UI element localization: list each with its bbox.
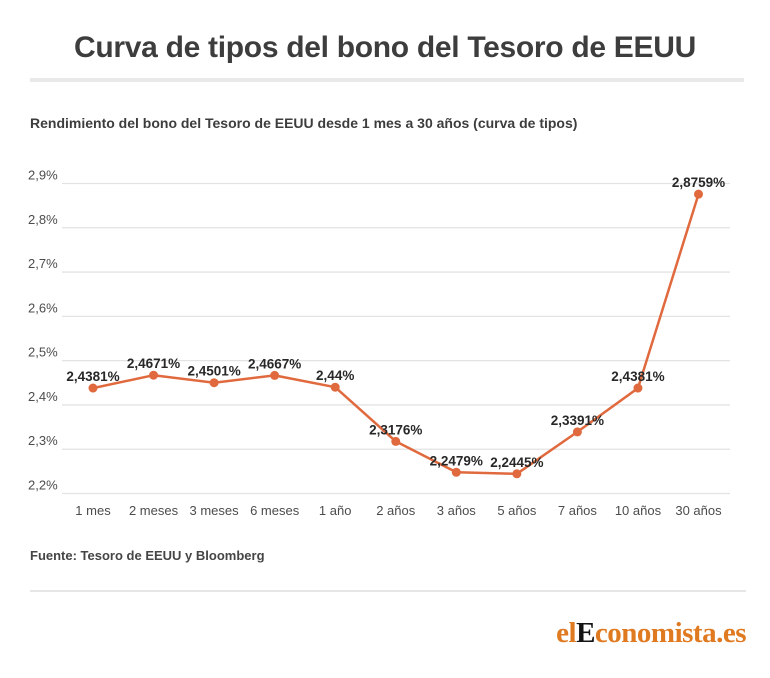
data-point-label: 2,4671% bbox=[127, 356, 180, 371]
data-point-label: 2,4381% bbox=[611, 369, 664, 384]
title-divider bbox=[30, 78, 744, 82]
data-point-label: 2,4381% bbox=[66, 369, 119, 384]
data-point-label: 2,2479% bbox=[430, 453, 483, 468]
logo-part-e: E bbox=[576, 617, 595, 649]
y-axis-tick-label: 2,7% bbox=[28, 256, 58, 271]
x-axis-tick-label: 6 meses bbox=[250, 503, 300, 518]
data-point-marker bbox=[633, 383, 643, 393]
x-axis-tick-label: 7 años bbox=[558, 503, 598, 518]
data-point-marker bbox=[451, 467, 461, 477]
yield-curve-chart: 2,2% 2,3% 2,4% 2,5% 2,6% 2,7% 2,8% 2,9% 2,4381% 1… bbox=[28, 168, 730, 518]
y-axis-tick-label: 2,3% bbox=[28, 433, 58, 448]
data-point-marker bbox=[572, 427, 582, 437]
y-axis-tick-label: 2,9% bbox=[28, 168, 58, 183]
data-point-marker bbox=[694, 189, 703, 199]
data-point-label: 2,3176% bbox=[369, 422, 422, 437]
data-point-marker bbox=[209, 378, 219, 388]
data-point-label: 2,4667% bbox=[248, 356, 301, 371]
x-axis-tick-label: 10 años bbox=[615, 503, 662, 518]
logo-part-el: el bbox=[556, 617, 577, 649]
y-axis-tick-label: 2,4% bbox=[28, 389, 58, 404]
x-axis-tick-label: 5 años bbox=[497, 503, 537, 518]
x-axis-tick-label: 2 años bbox=[376, 503, 416, 518]
data-point-label: 2,44% bbox=[316, 368, 354, 383]
chart-subtitle: Rendimiento del bono del Tesoro de EEUU … bbox=[30, 115, 578, 131]
x-axis-tick-label: 30 años bbox=[675, 503, 722, 518]
source-note: Fuente: Tesoro de EEUU y Bloomberg bbox=[30, 548, 265, 563]
y-axis-tick-label: 2,8% bbox=[28, 212, 58, 227]
data-point-label: 2,4501% bbox=[187, 364, 240, 379]
page-title: Curva de tipos del bono del Tesoro de EE… bbox=[74, 31, 696, 64]
y-axis-tick-label: 2,2% bbox=[28, 478, 58, 493]
y-axis-tick-label: 2,5% bbox=[28, 345, 58, 360]
x-axis-tick-label: 3 años bbox=[437, 503, 477, 518]
data-point-marker bbox=[270, 370, 280, 380]
x-axis-tick-label: 1 año bbox=[319, 503, 352, 518]
data-point-marker bbox=[88, 383, 98, 393]
y-axis-tick-label: 2,6% bbox=[28, 300, 58, 315]
x-axis-tick-label: 1 mes bbox=[75, 503, 111, 518]
logo-part-conomista: conomista.es bbox=[594, 617, 747, 649]
data-point-label: 2,3391% bbox=[551, 413, 604, 428]
x-axis-tick-label: 2 meses bbox=[129, 503, 179, 518]
data-point-label: 2,2445% bbox=[490, 455, 543, 470]
data-point-marker bbox=[149, 370, 159, 380]
x-axis-tick-label: 3 meses bbox=[190, 503, 240, 518]
eleconomista-logo: elEconomista.es bbox=[556, 619, 746, 648]
data-point-label: 2,8759% bbox=[672, 175, 725, 190]
data-point-marker bbox=[391, 436, 401, 446]
footer-divider bbox=[30, 590, 746, 592]
data-point-marker bbox=[330, 382, 340, 392]
data-point-marker bbox=[512, 469, 522, 479]
